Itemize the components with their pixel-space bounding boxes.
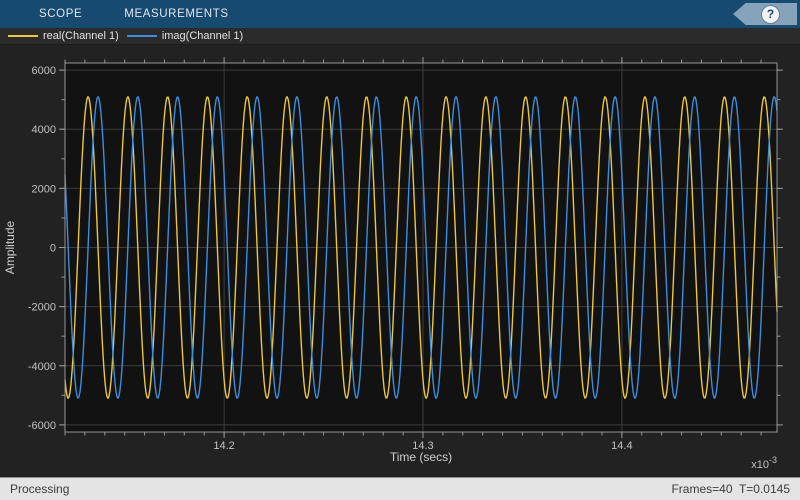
y-tick-label: 6000	[32, 65, 56, 77]
x-axis-label: Time (secs)	[390, 450, 452, 464]
status-frames-time: Frames=40 T=0.0145	[671, 482, 790, 496]
x-tick-label: 14.2	[213, 440, 234, 452]
legend-item-real-channel-1[interactable]: real(Channel 1)	[8, 30, 119, 42]
toolstrip: SCOPE MEASUREMENTS ?	[0, 0, 800, 28]
waveform-chart[interactable]: 14.214.314.4-6000-4000-20000200040006000…	[0, 45, 800, 477]
help-widget: ?	[733, 3, 797, 25]
legend-label-imag: imag(Channel 1)	[162, 30, 243, 42]
y-tick-label: 0	[50, 243, 56, 255]
y-tick-label: -2000	[28, 302, 56, 314]
legend-label-real: real(Channel 1)	[43, 30, 119, 42]
legend-line-swatch-real	[8, 35, 38, 37]
y-tick-label: 2000	[32, 183, 56, 195]
y-tick-label: 4000	[32, 124, 56, 136]
y-tick-label: -4000	[28, 361, 56, 373]
legend: real(Channel 1) imag(Channel 1)	[0, 28, 800, 45]
x-axis-scale-multiplier: x10-3	[751, 455, 777, 471]
legend-item-imag-channel-1[interactable]: imag(Channel 1)	[127, 30, 243, 42]
legend-line-swatch-imag	[127, 35, 157, 37]
y-tick-label: -6000	[28, 420, 56, 432]
status-message: Processing	[10, 482, 69, 496]
y-axis-label: Amplitude	[3, 221, 17, 275]
help-button[interactable]: ?	[761, 5, 780, 24]
tab-measurements[interactable]: MEASUREMENTS	[120, 0, 232, 28]
time-scope-window: SCOPE MEASUREMENTS ? real(Channel 1) ima…	[0, 0, 800, 500]
x-tick-label: 14.4	[611, 440, 632, 452]
status-bar: Processing Frames=40 T=0.0145	[0, 477, 800, 500]
plot-region: 14.214.314.4-6000-4000-20000200040006000…	[0, 45, 800, 477]
tab-scope[interactable]: SCOPE	[35, 0, 86, 28]
